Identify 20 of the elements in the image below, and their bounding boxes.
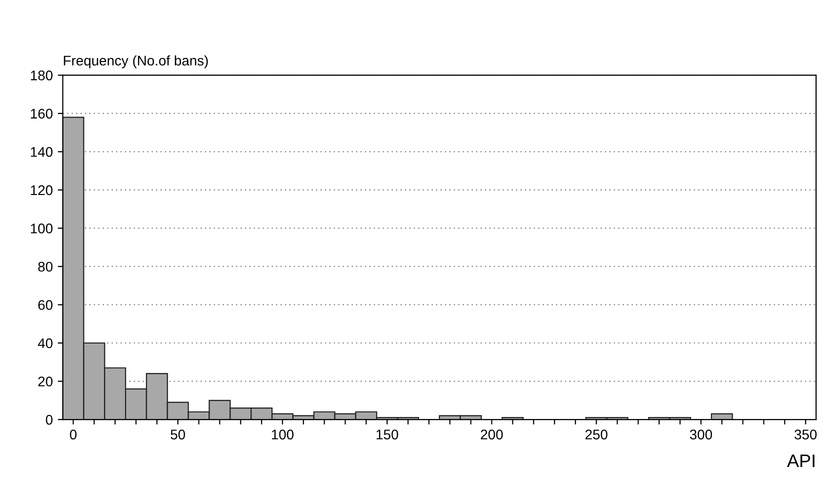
x-tick-label: 50: [170, 430, 186, 440]
y-tick-label: 120: [30, 185, 53, 196]
y-tick-label: 100: [30, 224, 53, 234]
x-axis-title: API: [787, 454, 814, 468]
x-tick-label: 100: [272, 430, 294, 440]
y-tick-label: 60: [38, 300, 53, 310]
y-tick-label: 0: [46, 414, 53, 425]
x-tick-label: 250: [585, 430, 608, 440]
y-tick-label: 20: [38, 376, 53, 386]
x-tick-label: 300: [690, 430, 712, 440]
x-tick-label: 150: [376, 430, 398, 440]
y-tick-label: 140: [30, 147, 53, 157]
x-tick-label: 0: [70, 430, 77, 440]
y-tick-label: 160: [30, 108, 53, 119]
y-tick-label: 40: [38, 338, 53, 348]
y-tick-label: 180: [30, 70, 53, 80]
y-axis-title: Frequency (No.of bans): [64, 55, 208, 68]
x-tick-label: 200: [480, 430, 503, 440]
x-tick-label: 350: [794, 430, 817, 440]
y-tick-label: 80: [38, 262, 53, 272]
